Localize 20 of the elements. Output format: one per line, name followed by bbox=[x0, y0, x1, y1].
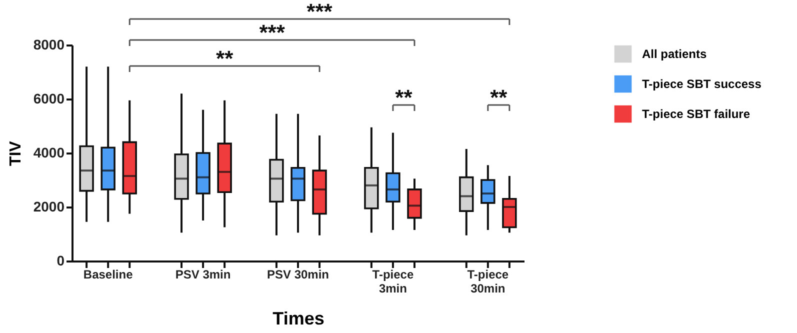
x-axis-title: Times bbox=[272, 308, 324, 328]
annotation: ** bbox=[490, 85, 508, 110]
x-tick-label: PSV 30min bbox=[266, 268, 330, 282]
annotation: ** bbox=[395, 85, 413, 110]
x-tick-label: PSV 3min bbox=[175, 268, 231, 282]
y-tick-label: 4000 bbox=[33, 144, 65, 160]
x-tick-label: T-piece 3min bbox=[372, 268, 414, 296]
text: *** bbox=[306, 0, 333, 24]
annotation: ** bbox=[216, 46, 234, 71]
legend-label: T-piece SBT success bbox=[642, 77, 762, 91]
text: *** bbox=[259, 20, 286, 45]
legend-label: All patients bbox=[642, 47, 707, 61]
legend-label: T-piece SBT failure bbox=[642, 107, 750, 121]
x-tick-label: Baseline bbox=[83, 268, 134, 282]
y-tick-label: 6000 bbox=[33, 90, 65, 106]
x-tick-label: T-piece 30min bbox=[467, 268, 509, 296]
y-tick-label: 0 bbox=[56, 252, 65, 268]
y-tick-label: 2000 bbox=[33, 198, 65, 214]
y-axis-title: TIV bbox=[7, 140, 24, 166]
y-tick-label: 8000 bbox=[33, 36, 65, 52]
